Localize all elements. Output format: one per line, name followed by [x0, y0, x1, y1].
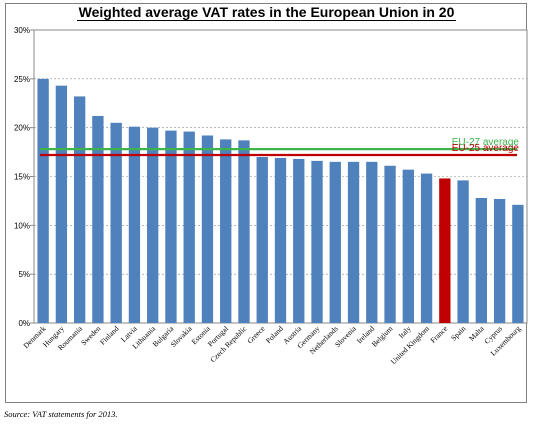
y-tick-label: 25% — [14, 75, 30, 84]
bar — [37, 78, 49, 323]
bar — [220, 139, 232, 323]
x-tick-label: Spain — [449, 324, 468, 343]
bar — [311, 160, 323, 323]
bar — [183, 131, 195, 323]
bar — [92, 115, 104, 324]
y-tick-label: 20% — [14, 124, 30, 133]
source-note: Source: VAT statements for 2013. — [4, 409, 118, 419]
bar — [457, 180, 469, 323]
x-tick-label: Slovenia — [333, 324, 358, 349]
x-tick-label: Poland — [264, 324, 285, 345]
bar — [73, 96, 86, 323]
bar — [347, 161, 360, 323]
y-tick-label: 0% — [18, 319, 30, 328]
bar — [238, 140, 250, 323]
bar — [475, 197, 488, 323]
x-tick-label: Greece — [245, 324, 267, 346]
bar — [329, 161, 341, 323]
y-tick-label: 30% — [14, 26, 30, 35]
chart-title: Weighted average VAT rates in the Europe… — [76, 4, 457, 21]
reference-line-label: EU-27 average — [452, 137, 520, 148]
bar — [201, 135, 214, 323]
x-tick-label: Belgium — [370, 324, 395, 349]
bar — [420, 173, 433, 323]
y-tick-label: 15% — [14, 173, 30, 182]
x-tick-label: Finland — [98, 324, 121, 347]
bar — [55, 85, 68, 323]
y-tick-label: 5% — [18, 270, 30, 279]
x-tick-label: France — [428, 324, 449, 345]
y-tick-label: 10% — [14, 221, 30, 230]
bar — [439, 178, 451, 323]
bar — [110, 122, 122, 324]
bar — [128, 126, 141, 323]
bar — [402, 169, 414, 323]
x-tick-label: Sweden — [79, 324, 102, 347]
bar — [147, 127, 159, 324]
bar — [165, 130, 177, 323]
x-tick-label: Slovakia — [169, 324, 194, 349]
bar — [512, 204, 524, 323]
bar — [293, 158, 305, 323]
bar — [384, 165, 396, 323]
bar — [366, 161, 378, 323]
bar — [493, 198, 506, 323]
reference-line-label: EU-25 average — [452, 143, 520, 154]
bar — [274, 157, 287, 323]
bar — [256, 156, 268, 323]
